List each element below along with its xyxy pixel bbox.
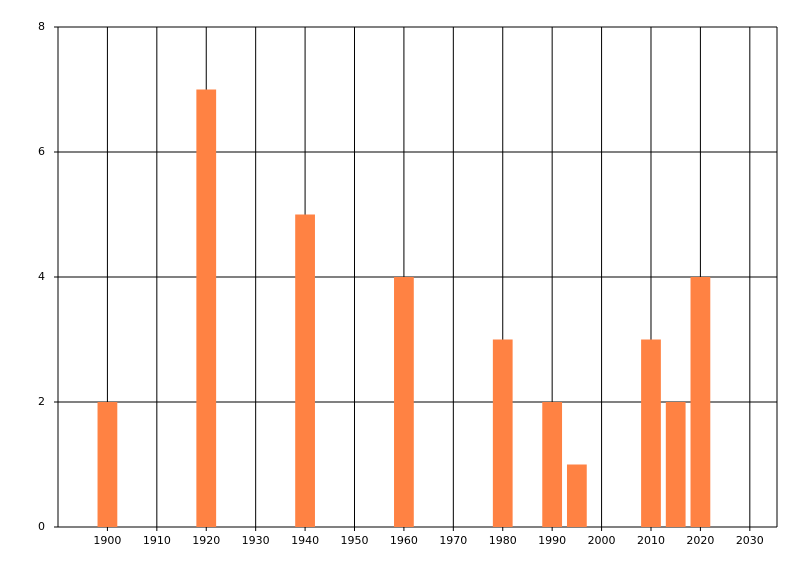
x-tick-label: 1940 [291,534,319,547]
bar [492,339,513,527]
x-tick-label: 1950 [340,534,368,547]
x-tick-label: 1900 [93,534,121,547]
x-tick-label: 1910 [143,534,171,547]
bar [665,402,686,527]
y-tick-label: 4 [38,270,45,283]
y-tick-label: 2 [38,395,45,408]
x-tick-label: 1920 [192,534,220,547]
bar [542,402,563,527]
y-tick-label: 8 [38,20,45,33]
x-tick-label: 1960 [390,534,418,547]
y-tick-label: 0 [38,520,45,533]
bar [196,89,217,527]
x-tick-label: 2020 [686,534,714,547]
bar [394,277,414,527]
x-tick-label: 1930 [242,534,270,547]
x-tick-label: 2000 [588,534,616,547]
bar [566,464,587,527]
x-tick-label: 2010 [637,534,665,547]
x-tick-label: 1990 [538,534,566,547]
bar [641,339,661,527]
bar [97,402,118,527]
x-tick-label: 2030 [736,534,764,547]
x-tick-label: 1980 [489,534,517,547]
x-tick-label: 1970 [439,534,467,547]
bar [295,214,315,527]
y-tick-label: 6 [38,145,45,158]
bar [690,277,711,527]
